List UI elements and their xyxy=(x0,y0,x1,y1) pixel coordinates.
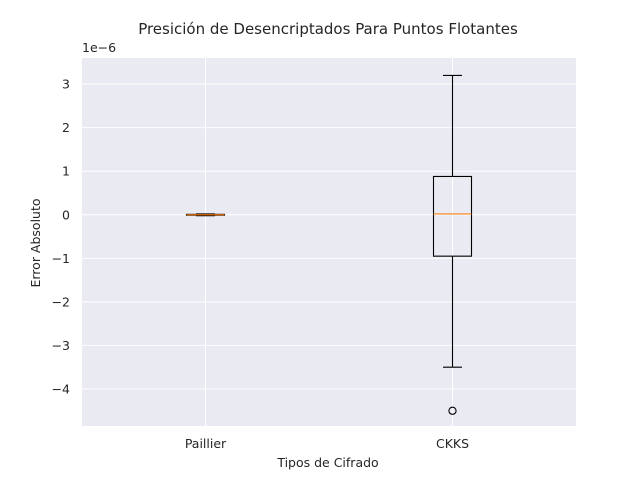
plot-area xyxy=(82,58,576,426)
x-axis-label: Tipos de Cifrado xyxy=(276,455,378,470)
x-tick-label: CKKS xyxy=(436,436,469,451)
y-tick-label: 3 xyxy=(62,77,70,92)
y-axis-label: Error Absoluto xyxy=(28,198,43,287)
box-ckks xyxy=(432,74,473,415)
y-tick-label: 1 xyxy=(62,164,70,179)
interquartile-box xyxy=(432,175,473,257)
y-tick-labels: −4 −3 −2 −1 0 1 2 3 xyxy=(52,77,70,397)
y-tick-label: 0 xyxy=(62,207,70,222)
y-tick-label: −1 xyxy=(52,251,70,266)
y-tick-label: −4 xyxy=(52,381,70,396)
y-tick-label: 2 xyxy=(62,120,70,135)
box-paillier xyxy=(185,213,226,217)
outlier-point xyxy=(448,406,457,415)
y-tick-label: −3 xyxy=(52,338,70,353)
y-offset-text: 1e−6 xyxy=(82,40,116,55)
x-tick-labels: Paillier CKKS xyxy=(185,436,469,451)
y-tick-label: −2 xyxy=(52,294,70,309)
box-series xyxy=(185,74,473,415)
x-tick-label: Paillier xyxy=(185,436,227,451)
chart-title: Presición de Desencriptados Para Puntos … xyxy=(138,20,518,38)
